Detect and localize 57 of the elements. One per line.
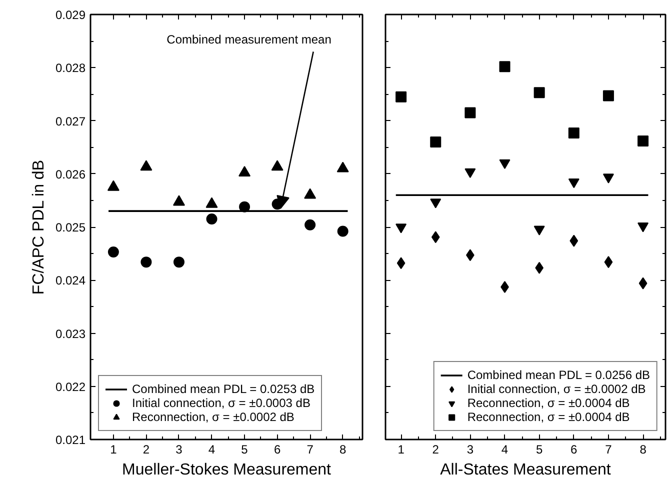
point <box>499 61 510 72</box>
x-tick-label: 5 <box>241 442 248 456</box>
legend-label: Reconnection, σ = ±0.0004 dB <box>467 410 630 424</box>
x-tick-label: 2 <box>142 442 150 456</box>
x-axis-title: All-States Measurement <box>440 462 612 478</box>
point <box>396 224 407 234</box>
point <box>602 90 614 102</box>
legend-label: Reconnection, σ = ±0.0002 dB <box>132 410 294 424</box>
point <box>464 168 476 178</box>
y-tick-label: 0.028 <box>55 61 86 76</box>
point <box>499 159 510 169</box>
x-tick-label: 8 <box>640 442 647 456</box>
point <box>604 256 613 268</box>
x-tick-label: 4 <box>208 442 216 456</box>
y-tick-label: 0.022 <box>55 380 86 394</box>
legend-label: Combined mean PDL = 0.0253 dB <box>132 382 315 396</box>
x-tick-label: 3 <box>466 442 474 456</box>
point <box>638 222 649 232</box>
point <box>430 136 442 148</box>
point <box>396 257 406 270</box>
x-tick-label: 6 <box>570 442 578 456</box>
y-tick-label: 0.029 <box>55 8 86 22</box>
legend-label: Initial connection, σ = ±0.0002 dB <box>467 382 646 396</box>
x-axis-title: Mueller-Stokes Measurement <box>122 462 332 478</box>
x-tick-label: 6 <box>274 442 281 456</box>
point <box>638 135 649 146</box>
y-tick-label: 0.021 <box>55 433 86 447</box>
x-tick-label: 2 <box>432 442 440 456</box>
point <box>568 178 580 188</box>
x-tick-label: 4 <box>501 442 508 456</box>
legend-label: Combined mean PDL = 0.0256 dB <box>467 368 650 382</box>
x-tick-label: 5 <box>536 442 543 456</box>
point <box>464 107 476 118</box>
point <box>534 226 545 236</box>
point <box>534 87 545 98</box>
point <box>430 198 442 208</box>
y-tick-label: 0.024 <box>55 274 86 288</box>
legend-label: Reconnection, σ = ±0.0004 dB <box>467 396 630 410</box>
x-tick-label: 7 <box>605 442 612 456</box>
x-tick-label: 8 <box>340 442 346 456</box>
y-tick-label: 0.025 <box>55 220 86 234</box>
y-tick-label: 0.023 <box>55 326 86 341</box>
x-tick-label: 1 <box>110 442 118 456</box>
point <box>396 91 407 102</box>
point <box>570 234 578 247</box>
x-tick-label: 7 <box>306 442 314 456</box>
y-tick-label: 0.026 <box>55 167 86 182</box>
point <box>568 127 580 138</box>
point <box>431 231 440 244</box>
y-axis-title: FC/APC PDL in dB <box>30 160 48 295</box>
y-tick-label: 0.027 <box>55 114 86 128</box>
point <box>602 174 614 184</box>
point <box>638 277 648 290</box>
x-tick-label: 1 <box>398 442 405 456</box>
annotation: Combined measurement mean <box>166 32 332 46</box>
x-tick-label: 3 <box>176 442 183 456</box>
legend-label: Initial connection, σ = ±0.0003 dB <box>132 396 310 410</box>
